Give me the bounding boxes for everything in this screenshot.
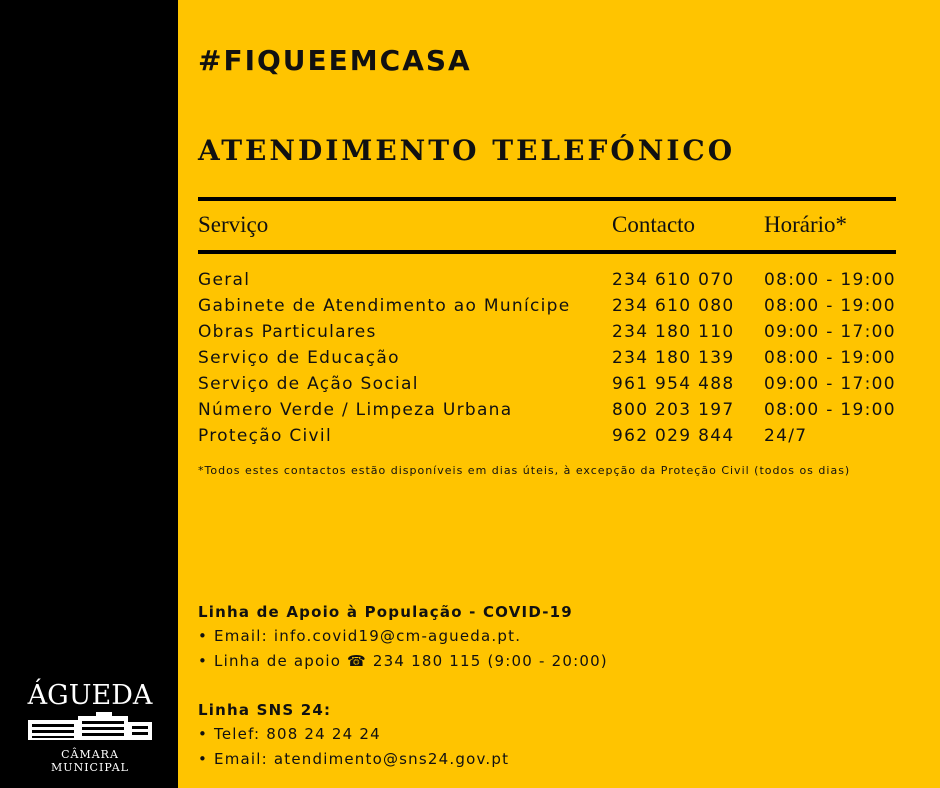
cell-contact: 962 029 844 — [612, 426, 735, 446]
list-item: Email: atendimento@sns24.gov.pt — [198, 750, 509, 775]
cell-service: Serviço de Ação Social — [198, 374, 419, 394]
cell-contact: 234 180 139 — [612, 348, 735, 368]
logo-subtitle: CÂMARA MUNICIPAL — [51, 748, 129, 774]
cell-service: Gabinete de Atendimento ao Munícipe — [198, 296, 571, 316]
header-contact: Contacto — [612, 212, 696, 237]
header-service: Serviço — [198, 212, 269, 237]
sns-heading: Linha SNS 24: — [198, 701, 332, 719]
page-title: ATENDIMENTO TELEFÓNICO — [198, 134, 736, 167]
cell-service: Serviço de Educação — [198, 348, 400, 368]
divider — [198, 197, 896, 201]
list-item: Linha de apoio ☎ 234 180 115 (9:00 - 20:… — [198, 652, 608, 677]
sns-section: Linha SNS 24: Telef: 808 24 24 24 Email:… — [198, 701, 509, 775]
cell-contact: 800 203 197 — [612, 400, 735, 420]
cell-service: Geral — [198, 270, 251, 290]
cell-hours: 08:00 - 19:00 — [764, 296, 896, 316]
table-row: Serviço de Ação Social 961 954 488 09:00 -… — [198, 374, 908, 400]
cell-contact: 234 180 110 — [612, 322, 735, 342]
building-icon — [28, 712, 152, 740]
cell-hours: 08:00 - 19:00 — [764, 400, 896, 420]
cell-contact: 234 610 080 — [612, 296, 735, 316]
cell-service: Número Verde / Limpeza Urbana — [198, 400, 513, 420]
cell-hours: 08:00 - 19:00 — [764, 348, 896, 368]
cell-hours: 09:00 - 17:00 — [764, 374, 896, 394]
cell-service: Obras Particulares — [198, 322, 377, 342]
list-item: Telef: 808 24 24 24 — [198, 725, 509, 750]
table-row: Obras Particulares 234 180 110 09:00 - 17:… — [198, 322, 908, 348]
table-row: Gabinete de Atendimento ao Munícipe 234 6… — [198, 296, 908, 322]
logo-name: ÁGUEDA — [27, 680, 153, 711]
cell-contact: 961 954 488 — [612, 374, 735, 394]
footnote: *Todos estes contactos estão disponíveis… — [198, 464, 851, 477]
table-row: Número Verde / Limpeza Urbana 800 203 197… — [198, 400, 908, 426]
hashtag: #FIQUEEMCASA — [198, 44, 472, 77]
table-row: Serviço de Educação 234 180 139 08:00 - 19… — [198, 348, 908, 374]
table-row: Geral 234 610 070 08:00 - 19:00 — [198, 270, 908, 296]
divider — [198, 250, 896, 254]
cell-hours: 09:00 - 17:00 — [764, 322, 896, 342]
cell-service: Proteção Civil — [198, 426, 332, 446]
sidebar — [0, 0, 178, 788]
municipality-logo: ÁGUEDA CÂMARA MUNICIPAL — [20, 680, 160, 774]
covid-heading: Linha de Apoio à População - COVID-19 — [198, 603, 573, 621]
covid-section: Linha de Apoio à População - COVID-19 Em… — [198, 603, 608, 677]
table-row: Proteção Civil 962 029 844 24/7 — [198, 426, 908, 452]
header-hours: Horário* — [764, 212, 848, 237]
cell-contact: 234 610 070 — [612, 270, 735, 290]
list-item: Email: info.covid19@cm-agueda.pt. — [198, 627, 608, 652]
cell-hours: 24/7 — [764, 426, 808, 446]
cell-hours: 08:00 - 19:00 — [764, 270, 896, 290]
